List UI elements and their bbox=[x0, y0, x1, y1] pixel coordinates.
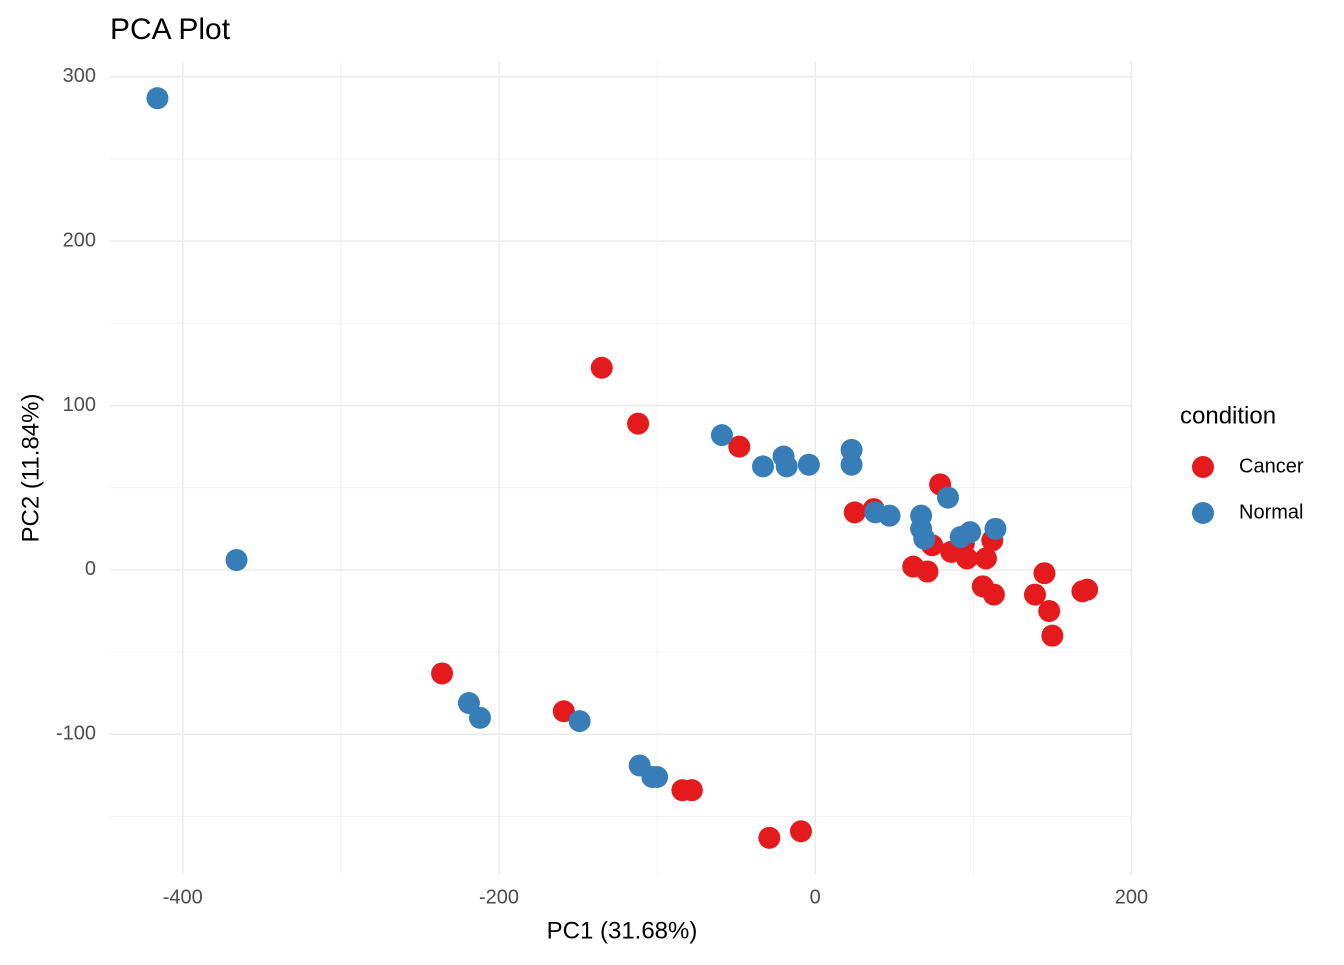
y-tick-label: 0 bbox=[85, 558, 96, 580]
point bbox=[797, 453, 820, 476]
marks bbox=[146, 87, 1099, 849]
point bbox=[1076, 578, 1099, 601]
point bbox=[627, 412, 650, 435]
y-tick-label: -100 bbox=[56, 723, 96, 745]
chart-title: PCA Plot bbox=[110, 13, 231, 46]
y-axis-title: PC2 (11.84%) bbox=[17, 394, 44, 543]
point bbox=[225, 549, 248, 572]
point bbox=[1023, 583, 1046, 606]
point bbox=[843, 501, 866, 524]
point bbox=[982, 583, 1005, 606]
point bbox=[937, 486, 960, 509]
point bbox=[431, 662, 454, 685]
x-tick-label: -200 bbox=[479, 886, 519, 908]
point bbox=[789, 820, 812, 843]
grid bbox=[110, 62, 1133, 874]
legend-label: Cancer bbox=[1239, 455, 1304, 477]
legend-marker bbox=[1192, 502, 1214, 524]
point bbox=[590, 356, 613, 379]
point bbox=[728, 435, 751, 458]
point bbox=[913, 527, 936, 550]
y-tick-label: 100 bbox=[63, 394, 96, 416]
x-tick-label: 0 bbox=[810, 886, 821, 908]
legend-label: Normal bbox=[1239, 501, 1303, 523]
point bbox=[984, 517, 1007, 540]
y-tick-label: 300 bbox=[63, 65, 96, 87]
point bbox=[710, 424, 733, 447]
x-axis-title: PC1 (31.68%) bbox=[547, 917, 698, 944]
legend-title: condition bbox=[1180, 402, 1276, 429]
point bbox=[680, 779, 703, 802]
point bbox=[758, 826, 781, 849]
legend-marker bbox=[1192, 456, 1214, 478]
point bbox=[552, 700, 575, 723]
point bbox=[955, 547, 978, 570]
x-tick-label: -400 bbox=[163, 886, 203, 908]
point bbox=[974, 547, 997, 570]
y-tick-label: 200 bbox=[63, 229, 96, 251]
point bbox=[840, 453, 863, 476]
point bbox=[752, 455, 775, 478]
point bbox=[468, 706, 491, 729]
point bbox=[959, 521, 982, 544]
x-tick-label: 200 bbox=[1115, 886, 1148, 908]
point bbox=[916, 560, 939, 583]
point bbox=[1041, 624, 1064, 647]
point bbox=[568, 710, 591, 733]
point bbox=[775, 455, 798, 478]
point bbox=[146, 87, 169, 110]
point bbox=[878, 504, 901, 527]
point bbox=[1033, 562, 1056, 585]
point bbox=[646, 766, 669, 789]
point bbox=[1038, 600, 1061, 623]
